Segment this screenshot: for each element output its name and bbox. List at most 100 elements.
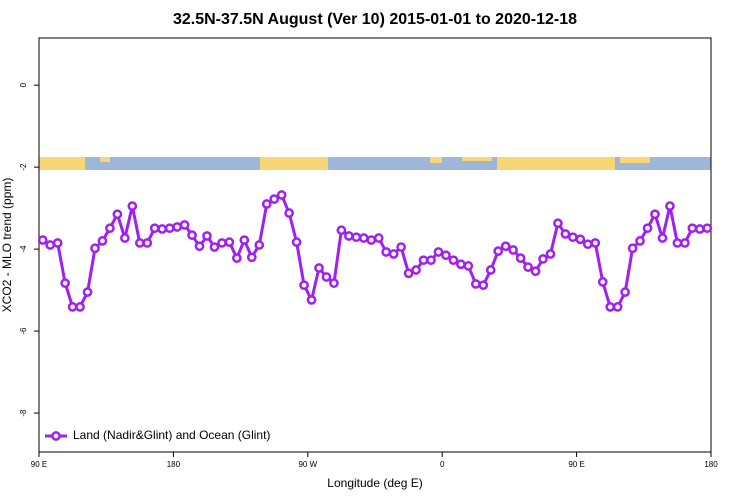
data-point [396,242,406,252]
data-point [194,241,205,252]
data-point [523,262,533,272]
y-tick-label: -4 [19,245,28,253]
data-point [463,261,474,271]
data-point [568,232,578,243]
y-tick-label: -8 [19,409,28,417]
data-point [485,265,496,275]
data-point [635,236,645,246]
plot-frame [38,37,712,453]
data-point [134,238,145,248]
land-band [100,157,110,162]
land-ocean-strip [39,157,711,170]
data-point [179,220,190,230]
data-point [366,235,377,245]
land-band [620,157,650,163]
data-point [291,237,302,247]
x-tick-label: 90 W [298,460,317,469]
data-point [157,224,168,234]
data-point [388,249,399,259]
data-point [209,242,220,252]
data-point [694,224,705,234]
data-point [560,229,571,239]
data-point [545,249,556,259]
data-point [82,287,93,297]
land-band [497,157,615,170]
data-point [411,265,421,275]
data-point [575,234,586,245]
x-tick-label: 180 [167,460,181,469]
data-point [112,209,123,220]
data-point [336,225,347,236]
data-point [426,255,436,266]
data-point [605,302,616,312]
data-point [120,233,130,243]
data-point [657,233,668,243]
data-point [403,268,414,279]
data-point [373,233,384,243]
land-band [462,157,492,161]
data-point [590,238,601,248]
x-axis-label: Longitude (deg E) [327,476,422,490]
data-point [650,209,660,220]
data-point [478,280,489,291]
data-point [306,295,317,305]
data-point [456,259,466,270]
data-point [418,255,429,266]
data-point [680,238,690,248]
legend-marker [51,431,61,441]
data-point [164,223,175,234]
data-point [538,254,548,264]
data-point [187,230,197,241]
x-tick-label: 90 E [31,460,47,469]
data-point [665,201,675,211]
y-tick-label: -2 [19,163,28,171]
data-point [344,231,354,241]
data-point [52,238,63,248]
x-tick-label: 90 E [568,460,584,469]
data-point [202,231,212,241]
y-tick-label: 0 [19,82,28,87]
y-tick-label: -6 [19,327,28,335]
data-point [627,243,638,254]
data-point [553,218,563,229]
data-point [493,246,504,256]
data-point [582,239,593,250]
data-point [75,302,85,312]
data-point [224,237,235,247]
data-point [702,223,713,234]
data-point [60,278,70,288]
data-point [351,232,362,243]
land-band [430,157,442,163]
data-point [500,241,511,252]
data-point [448,255,459,266]
data-point [142,238,153,248]
data-point [687,223,698,234]
data-point [433,247,444,257]
data-point [612,302,623,312]
data-point [246,252,257,263]
data-point [284,208,294,218]
data-point [45,240,56,250]
data-point [239,235,250,245]
data-point [597,277,608,287]
data-point [37,235,48,245]
land-band [39,157,85,170]
data-point [620,287,630,297]
data-point [97,236,108,246]
data-point [90,243,100,254]
data-point [515,253,526,263]
data-point [672,238,683,248]
y-axis-label: XCO2 - MLO trend (ppm) [0,178,14,313]
data-point [314,263,324,273]
land-band [260,157,328,170]
data-point [105,223,115,234]
data-point [508,245,518,255]
data-point [172,222,182,232]
data-point [254,240,265,250]
data-point [217,238,227,248]
data-point [470,279,481,289]
data-point [261,199,272,209]
data-point [149,223,160,234]
